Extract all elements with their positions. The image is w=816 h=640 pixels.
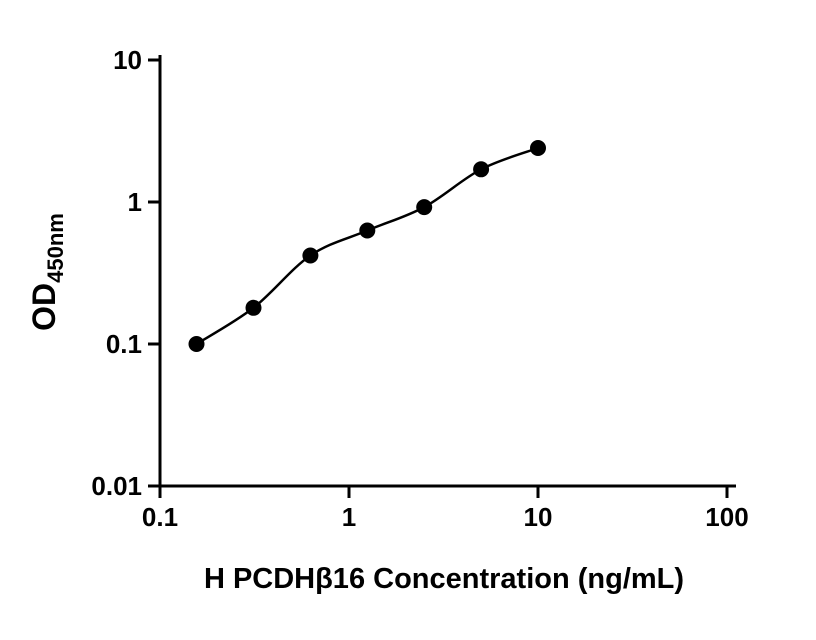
data-point: [245, 299, 262, 316]
y-axis-title: OD450nm: [26, 213, 68, 331]
y-tick-label: 0.01: [91, 471, 142, 501]
data-point: [416, 199, 433, 216]
data-point: [530, 140, 546, 156]
fit-line: [195, 146, 539, 346]
y-tick-label: 10: [113, 45, 142, 75]
data-point: [359, 222, 376, 239]
y-axis-title-main: OD: [26, 283, 62, 331]
x-tick-label: 100: [705, 502, 748, 532]
y-tick-label: 1: [128, 187, 142, 217]
data-point: [473, 161, 490, 178]
data-point: [302, 247, 319, 264]
fit-curve-group: [195, 146, 539, 346]
x-tick-label: 1: [342, 502, 356, 532]
y-tick-label: 0.1: [106, 329, 142, 359]
data-points-group: [188, 140, 546, 352]
data-point: [188, 336, 205, 352]
y-axis-title-subscript: 450nm: [43, 213, 68, 283]
x-axis-title: H PCDHβ16 Concentration (ng/mL): [204, 563, 684, 595]
tick-marks: [148, 58, 729, 498]
axes: [158, 55, 736, 488]
x-tick-label: 0.1: [142, 502, 178, 532]
x-tick-label: 10: [524, 502, 553, 532]
